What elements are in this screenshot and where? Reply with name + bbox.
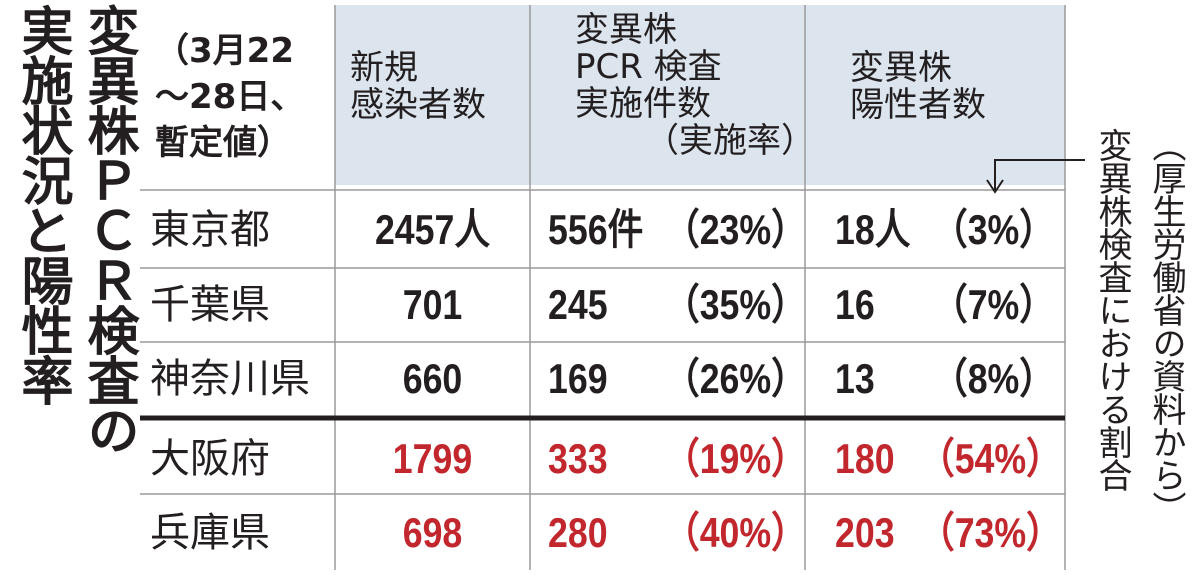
positives: 18人 [835,206,911,253]
tests: 333 [548,435,608,482]
row-label: 千葉県 [150,282,270,328]
tests: 169 [548,355,608,402]
cases: 701 [402,281,463,328]
cases: 660 [402,355,463,402]
row-label: 東京都 [150,207,270,253]
cases: 1799 [392,435,473,482]
test-rate: （19%） [664,435,807,482]
column-header: 新規 [350,48,418,88]
column-header: 感染者数 [350,85,486,125]
note-arrow [994,159,1085,190]
positives: 16 [835,281,875,328]
positives: 203 [835,509,895,556]
column-header: PCR 検査 [575,47,722,87]
period: （3月22 [155,31,294,71]
tests: 556件 [548,206,644,253]
column-header: （実施率） [645,121,815,161]
test-rate: （35%） [664,281,807,328]
period: 〜28日、 [155,77,305,117]
positive-rate: （73%） [919,509,1062,556]
positives: 180 [835,435,895,482]
column-header: 陽性者数 [850,85,986,125]
positive-rate: （8%） [931,355,1055,402]
arrow-head [986,179,1004,194]
column-header: 実施件数 [575,84,711,124]
period: 暫定値） [155,123,291,163]
column-header: 変異株 [850,48,952,88]
test-rate: （23%） [664,206,807,253]
tests: 280 [548,509,608,556]
row-label: 兵庫県 [150,510,270,556]
title-line: 実施状況と陽性率 [12,4,72,404]
header-shade [335,5,1065,185]
positive-rate: （54%） [919,435,1062,482]
column-header: 変異株 [575,10,677,50]
title-line: 変異株ＰＣＲ検査の [78,4,138,454]
positive-rate: （3%） [931,206,1055,253]
cases: 698 [402,509,463,556]
cases: 2457人 [374,206,491,253]
row-label: 神奈川県 [150,356,310,402]
annotation: 変異株検査における割合 [1092,128,1132,491]
positives: 13 [835,355,875,402]
test-rate: （40%） [664,509,807,556]
test-rate: （26%） [664,355,807,402]
tests: 245 [548,281,608,328]
positive-rate: （7%） [931,281,1055,328]
row-label: 大阪府 [150,436,270,482]
source-note: （厚生労働省の資料から） [1146,128,1186,524]
